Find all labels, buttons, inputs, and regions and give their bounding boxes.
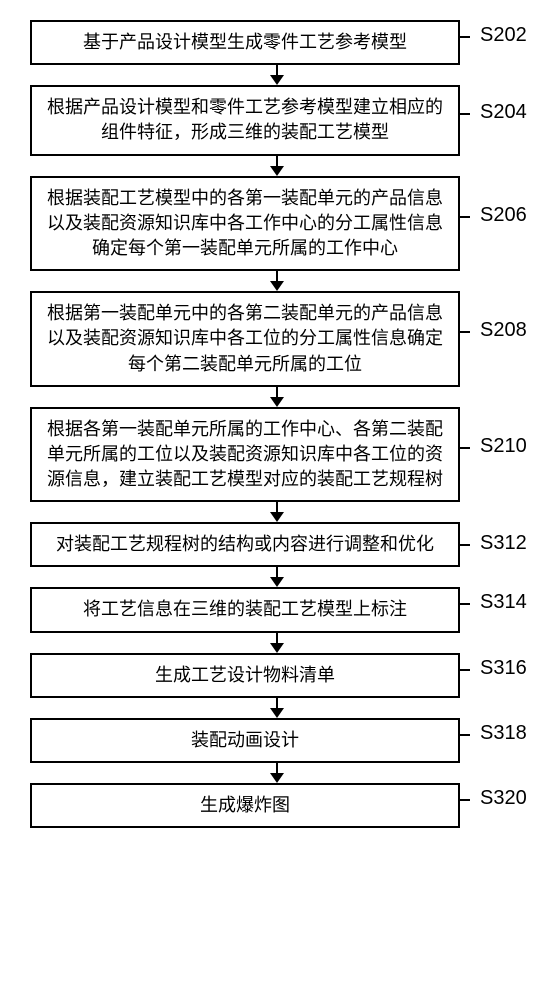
label-connector <box>460 36 470 38</box>
step-label-s318: S318 <box>480 722 527 745</box>
arrow-line <box>276 502 278 512</box>
label-connector <box>460 669 470 671</box>
step-box-s206: 根据装配工艺模型中的各第一装配单元的产品信息以及装配资源知识库中各工作中心的分工… <box>30 176 460 272</box>
step-box-s208: 根据第一装配单元中的各第二装配单元的产品信息以及装配资源知识库中各工位的分工属性… <box>30 291 460 387</box>
step-row-s202: 基于产品设计模型生成零件工艺参考模型 S202 <box>30 20 524 65</box>
arrow-head-icon <box>270 397 284 407</box>
step-box-s312: 对装配工艺规程树的结构或内容进行调整和优化 <box>30 522 460 567</box>
arrow-down <box>270 65 284 85</box>
step-label-s314: S314 <box>480 591 527 614</box>
arrow-down <box>270 271 284 291</box>
arrow-head-icon <box>270 708 284 718</box>
arrow-down <box>270 698 284 718</box>
step-row-s316: 生成工艺设计物料清单 S316 <box>30 653 524 698</box>
step-label-s202: S202 <box>480 24 527 47</box>
step-box-s210: 根据各第一装配单元所属的工作中心、各第二装配单元所属的工位以及装配资源知识库中各… <box>30 407 460 503</box>
arrow-line <box>276 65 278 75</box>
arrow-head-icon <box>270 166 284 176</box>
arrow-line <box>276 698 278 708</box>
arrow-down <box>270 156 284 176</box>
label-connector <box>460 216 470 218</box>
arrow-head-icon <box>270 577 284 587</box>
arrow-line <box>276 763 278 773</box>
arrow-head-icon <box>270 773 284 783</box>
flowchart-container: 基于产品设计模型生成零件工艺参考模型 S202 根据产品设计模型和零件工艺参考模型建… <box>30 20 524 828</box>
arrow-head-icon <box>270 643 284 653</box>
arrow-down <box>270 387 284 407</box>
arrow-head-icon <box>270 281 284 291</box>
arrow-line <box>276 633 278 643</box>
step-row-s320: 生成爆炸图 S320 <box>30 783 524 828</box>
step-row-s314: 将工艺信息在三维的装配工艺模型上标注 S314 <box>30 587 524 632</box>
step-label-s320: S320 <box>480 787 527 810</box>
label-connector <box>460 734 470 736</box>
step-box-s202: 基于产品设计模型生成零件工艺参考模型 <box>30 20 460 65</box>
arrow-down <box>270 633 284 653</box>
step-box-s316: 生成工艺设计物料清单 <box>30 653 460 698</box>
step-box-s204: 根据产品设计模型和零件工艺参考模型建立相应的组件特征，形成三维的装配工艺模型 <box>30 85 460 155</box>
step-box-s314: 将工艺信息在三维的装配工艺模型上标注 <box>30 587 460 632</box>
arrow-line <box>276 387 278 397</box>
arrow-down <box>270 502 284 522</box>
arrow-line <box>276 156 278 166</box>
step-row-s318: 装配动画设计 S318 <box>30 718 524 763</box>
step-row-s204: 根据产品设计模型和零件工艺参考模型建立相应的组件特征，形成三维的装配工艺模型 S2… <box>30 85 524 155</box>
label-connector <box>460 331 470 333</box>
step-row-s208: 根据第一装配单元中的各第二装配单元的产品信息以及装配资源知识库中各工位的分工属性… <box>30 291 524 387</box>
step-row-s206: 根据装配工艺模型中的各第一装配单元的产品信息以及装配资源知识库中各工作中心的分工… <box>30 176 524 272</box>
step-label-s204: S204 <box>480 101 527 124</box>
arrow-down <box>270 763 284 783</box>
label-connector <box>460 447 470 449</box>
arrow-down <box>270 567 284 587</box>
label-connector <box>460 544 470 546</box>
arrow-head-icon <box>270 512 284 522</box>
step-label-s210: S210 <box>480 435 527 458</box>
step-box-s318: 装配动画设计 <box>30 718 460 763</box>
arrow-line <box>276 271 278 281</box>
label-connector <box>460 799 470 801</box>
step-label-s208: S208 <box>480 319 527 342</box>
arrow-line <box>276 567 278 577</box>
label-connector <box>460 603 470 605</box>
step-label-s206: S206 <box>480 204 527 227</box>
step-label-s312: S312 <box>480 532 527 555</box>
step-label-s316: S316 <box>480 657 527 680</box>
label-connector <box>460 113 470 115</box>
step-row-s312: 对装配工艺规程树的结构或内容进行调整和优化 S312 <box>30 522 524 567</box>
step-row-s210: 根据各第一装配单元所属的工作中心、各第二装配单元所属的工位以及装配资源知识库中各… <box>30 407 524 503</box>
step-box-s320: 生成爆炸图 <box>30 783 460 828</box>
arrow-head-icon <box>270 75 284 85</box>
